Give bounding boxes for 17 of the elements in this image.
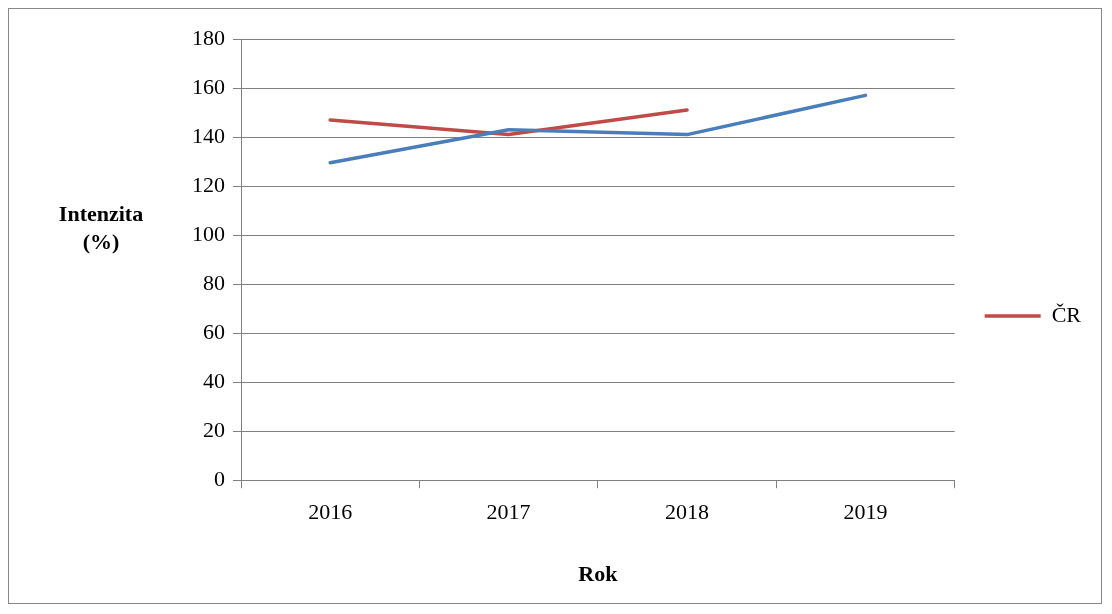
x-axis-title: Rok	[578, 561, 619, 587]
x-tick-label: 2017	[486, 499, 531, 525]
y-tick-label: 40	[203, 367, 225, 393]
y-tick-label: 80	[203, 269, 225, 295]
y-tick-label: 180	[192, 24, 225, 50]
y-tick-label: 20	[203, 416, 225, 442]
y-tick-label: 100	[192, 220, 225, 246]
x-tick-label: 2016	[308, 499, 353, 525]
y-tick-label: 60	[203, 318, 225, 344]
y-tick-label: 160	[192, 73, 225, 99]
y-tick-label: 140	[192, 122, 225, 148]
x-tick-label: 2018	[665, 499, 710, 525]
x-tick-label: 2019	[843, 499, 888, 525]
legend-label: ČR	[1051, 301, 1082, 327]
y-tick-label: 120	[192, 171, 225, 197]
y-axis-title: Intenzita (%)	[58, 201, 144, 255]
y-tick-label: 0	[214, 465, 225, 491]
